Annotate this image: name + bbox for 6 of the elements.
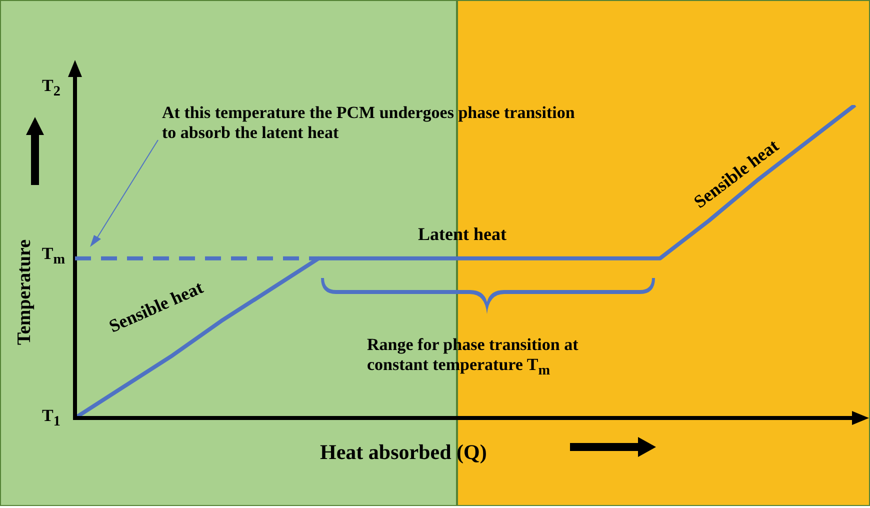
annotation: Latent heat (418, 224, 506, 246)
text: T$_{2}$ (42, 76, 60, 100)
ref-line-label: T$_{m}$ (42, 244, 65, 269)
annotation: At this temperature the PCM undergoes phase transition to absorb the latent heat (162, 103, 576, 144)
y-axis-title: Temperature (14, 239, 36, 345)
text: T$_{1}$ (42, 406, 60, 430)
